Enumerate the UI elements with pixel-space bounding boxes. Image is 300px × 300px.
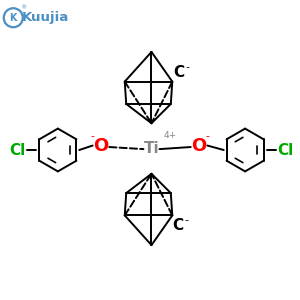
Text: -: - xyxy=(186,62,190,72)
Text: -: - xyxy=(206,131,209,141)
Text: Ti: Ti xyxy=(144,141,159,156)
Text: ®: ® xyxy=(21,5,27,10)
Text: Cl: Cl xyxy=(10,142,26,158)
Text: O: O xyxy=(191,136,207,154)
Text: K: K xyxy=(10,13,17,23)
Text: Cl: Cl xyxy=(277,142,293,158)
Text: -: - xyxy=(91,131,94,141)
Text: Kuujia: Kuujia xyxy=(22,11,69,24)
Text: C: C xyxy=(172,218,183,233)
Text: -: - xyxy=(184,215,189,225)
Text: C: C xyxy=(173,65,184,80)
Text: O: O xyxy=(93,136,109,154)
Text: 4+: 4+ xyxy=(164,131,177,140)
